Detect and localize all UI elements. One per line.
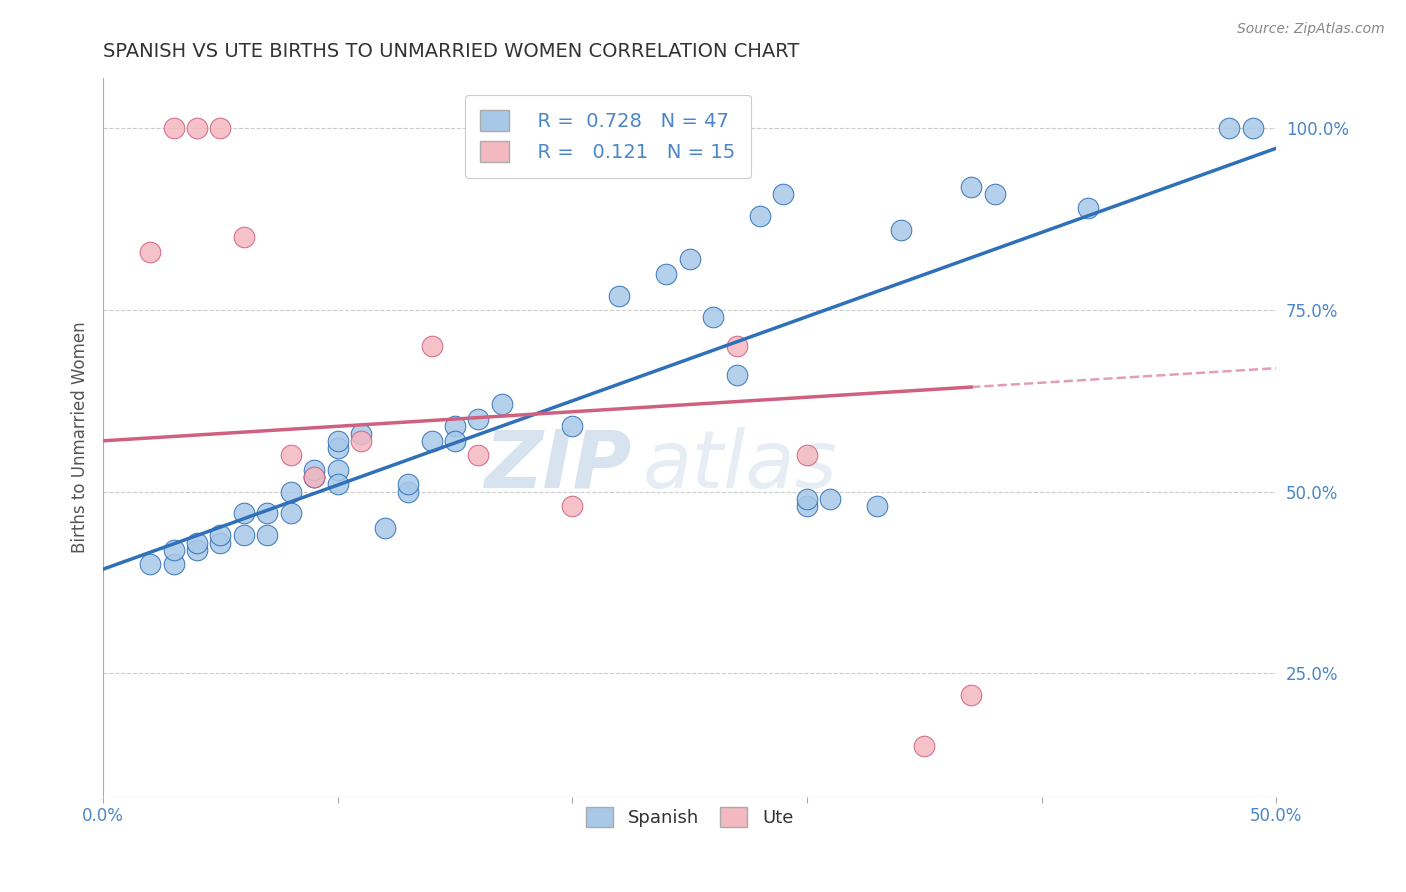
Point: [304, 470, 326, 484]
Point: [232, 230, 254, 244]
Point: [702, 310, 724, 325]
Point: [960, 179, 983, 194]
Point: [326, 441, 349, 455]
Point: [209, 528, 232, 542]
Point: [374, 521, 396, 535]
Point: [491, 397, 513, 411]
Point: [256, 528, 278, 542]
Text: SPANISH VS UTE BIRTHS TO UNMARRIED WOMEN CORRELATION CHART: SPANISH VS UTE BIRTHS TO UNMARRIED WOMEN…: [103, 42, 800, 61]
Point: [139, 558, 162, 572]
Point: [280, 448, 302, 462]
Point: [561, 499, 583, 513]
Point: [960, 688, 983, 702]
Point: [350, 426, 373, 441]
Point: [209, 121, 232, 136]
Point: [444, 419, 467, 434]
Point: [162, 121, 184, 136]
Point: [420, 339, 443, 353]
Point: [209, 535, 232, 549]
Point: [304, 470, 326, 484]
Point: [232, 507, 254, 521]
Point: [467, 448, 489, 462]
Point: [256, 507, 278, 521]
Point: [420, 434, 443, 448]
Point: [890, 223, 912, 237]
Point: [820, 491, 842, 506]
Point: [725, 368, 748, 383]
Point: [186, 121, 208, 136]
Text: ZIP: ZIP: [484, 427, 631, 505]
Point: [1077, 202, 1099, 216]
Point: [866, 499, 889, 513]
Point: [186, 535, 208, 549]
Point: [139, 244, 162, 259]
Point: [912, 739, 935, 753]
Point: [280, 507, 302, 521]
Point: [396, 484, 419, 499]
Point: [186, 542, 208, 557]
Point: [796, 448, 818, 462]
Point: [796, 491, 818, 506]
Point: [607, 288, 630, 302]
Point: [444, 434, 467, 448]
Point: [326, 463, 349, 477]
Point: [725, 339, 748, 353]
Point: [796, 499, 818, 513]
Point: [326, 434, 349, 448]
Point: [304, 463, 326, 477]
Point: [304, 470, 326, 484]
Point: [162, 558, 184, 572]
Point: [467, 412, 489, 426]
Point: [396, 477, 419, 491]
Point: [678, 252, 700, 267]
Y-axis label: Births to Unmarried Women: Births to Unmarried Women: [72, 321, 89, 553]
Point: [232, 528, 254, 542]
Point: [1241, 121, 1264, 136]
Point: [280, 484, 302, 499]
Point: [350, 434, 373, 448]
Point: [162, 542, 184, 557]
Legend: Spanish, Ute: Spanish, Ute: [579, 800, 800, 835]
Point: [749, 209, 772, 223]
Point: [326, 477, 349, 491]
Point: [561, 419, 583, 434]
Text: Source: ZipAtlas.com: Source: ZipAtlas.com: [1237, 22, 1385, 37]
Point: [983, 186, 1005, 201]
Point: [655, 267, 678, 281]
Point: [772, 186, 794, 201]
Point: [1218, 121, 1240, 136]
Text: atlas: atlas: [643, 427, 838, 505]
